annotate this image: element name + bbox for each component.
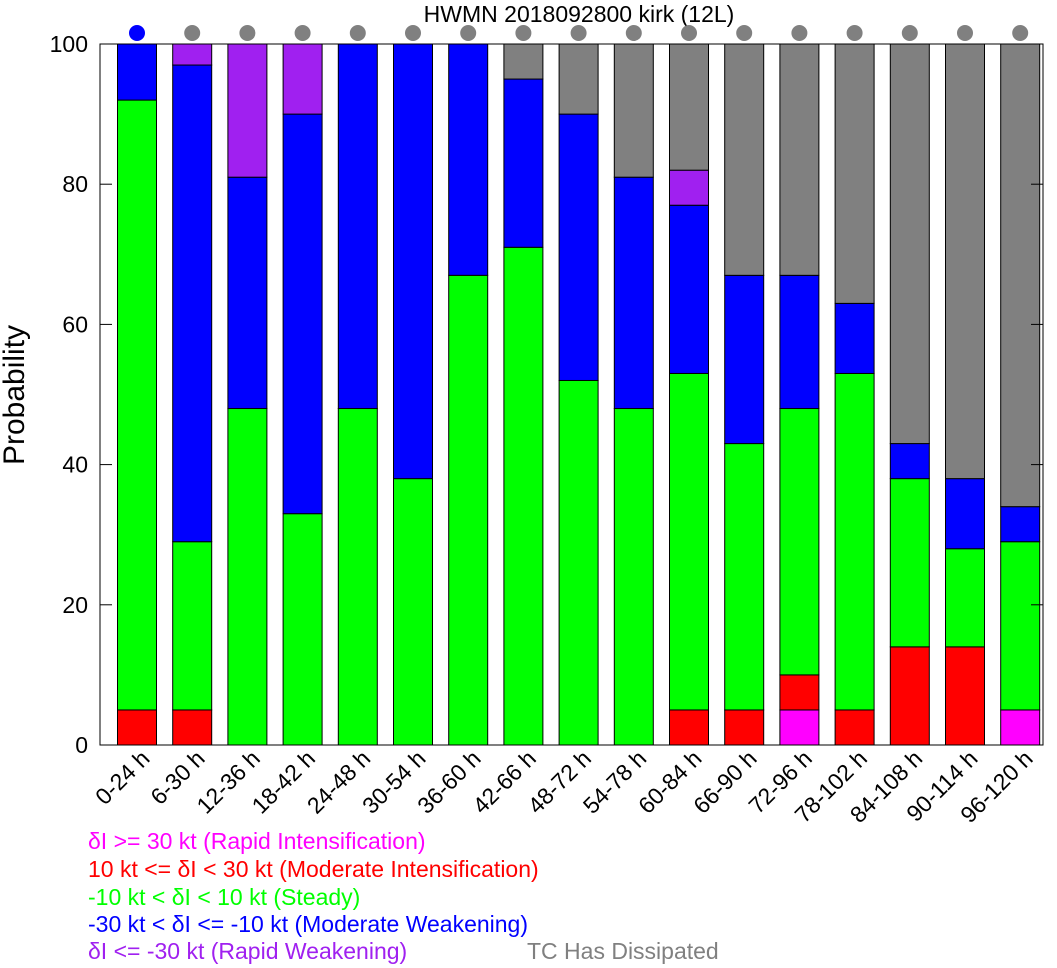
bar-st-18-42h	[282, 513, 323, 746]
y-tick-label: 0	[75, 732, 88, 758]
y-axis-label: Probability	[0, 325, 31, 465]
bar-ds-96-120h	[1000, 43, 1041, 508]
bar-mw-72-96h	[779, 274, 820, 410]
y-tick-label: 40	[62, 452, 88, 478]
bar-mw-84-108h	[889, 443, 930, 480]
bar-mw-18-42h	[282, 113, 323, 515]
bar-st-54-78h	[613, 408, 654, 746]
legend-rapid-intensification: δI >= 30 kt (Rapid Intensification)	[88, 828, 426, 854]
bar-st-96-120h	[1000, 541, 1041, 711]
bar-st-60-84h	[669, 372, 709, 711]
bar-st-84-108h	[889, 478, 930, 648]
bar-mw-0-24h	[117, 43, 157, 101]
bar-rw-18-42h	[282, 43, 323, 115]
indicator-dot-gray	[791, 25, 808, 41]
bar-mi-78-102h	[834, 709, 875, 746]
x-tick-label: 0-24 h	[90, 745, 155, 810]
chart-title: HWMN 2018092800 kirk (12L)	[424, 1, 735, 27]
bar-mi-66-90h	[724, 709, 765, 746]
bar-st-48-72h	[558, 379, 599, 746]
bar-mi-60-84h	[669, 709, 709, 746]
bar-st-90-114h	[945, 548, 985, 648]
bar-ds-54-78h	[613, 43, 654, 178]
indicator-dots	[129, 25, 1029, 41]
legend-moderate-intensification: 10 kt <= δI < 30 kt (Moderate Intensific…	[88, 856, 539, 882]
bar-mw-90-114h	[945, 478, 985, 550]
bar-ds-48-72h	[558, 43, 599, 115]
indicator-dot-gray	[736, 25, 753, 41]
bar-mw-54-78h	[613, 176, 654, 410]
bar-ds-84-108h	[889, 43, 930, 445]
y-ticks: 0 20 40 60 80 100	[50, 31, 1043, 758]
indicator-dot-gray	[570, 25, 587, 41]
bar-mw-60-84h	[669, 204, 709, 374]
plot-frame	[99, 43, 1044, 746]
axes	[99, 43, 1044, 746]
indicator-dot-gray	[349, 25, 366, 41]
bar-st-30-54h	[393, 478, 433, 746]
bar-ds-72-96h	[779, 43, 820, 276]
legend-dissipated: TC Has Dissipated	[527, 938, 719, 964]
bar-st-24-48h	[337, 408, 378, 746]
indicator-dot-gray	[625, 25, 642, 41]
y-tick-label: 80	[62, 171, 88, 197]
bar-st-78-102h	[834, 372, 875, 711]
y-tick-label: 60	[62, 311, 88, 337]
bar-mw-48-72h	[558, 113, 599, 381]
bar-mw-96-120h	[1000, 506, 1041, 543]
bar-mw-42-66h	[503, 78, 544, 248]
bar-mw-6-30h	[172, 64, 213, 543]
bar-st-72-96h	[779, 408, 820, 676]
y-tick-label: 20	[62, 592, 88, 618]
indicator-dot-gray	[515, 25, 532, 41]
bar-rw-12-36h	[227, 43, 268, 178]
bar-rw-6-30h	[172, 43, 213, 66]
bar-mw-30-54h	[393, 43, 433, 480]
bar-st-12-36h	[227, 408, 268, 746]
indicator-dot-gray	[460, 25, 477, 41]
bars	[117, 43, 1041, 746]
bar-ds-60-84h	[669, 43, 709, 171]
bar-mi-72-96h	[779, 674, 820, 711]
indicator-dot-blue	[129, 25, 145, 41]
indicator-dot-gray	[405, 25, 421, 41]
indicator-dot-gray	[681, 25, 697, 41]
bar-ri-96-120h	[1000, 709, 1041, 746]
indicator-dot-gray	[239, 25, 256, 41]
indicator-dot-gray	[901, 25, 918, 41]
bar-st-36-60h	[448, 274, 489, 746]
bar-mi-84-108h	[889, 646, 930, 746]
legend-steady: -10 kt < δI < 10 kt (Steady)	[88, 884, 361, 910]
y-tick-label: 100	[50, 31, 88, 57]
bar-mi-6-30h	[172, 709, 213, 746]
bar-mw-12-36h	[227, 176, 268, 410]
bar-mi-90-114h	[945, 646, 985, 746]
bar-st-66-90h	[724, 443, 765, 711]
bar-st-6-30h	[172, 541, 213, 711]
bar-ds-78-102h	[834, 43, 875, 304]
bar-ds-66-90h	[724, 43, 765, 276]
bar-st-42-66h	[503, 246, 544, 746]
bar-rw-60-84h	[669, 169, 709, 206]
bar-mw-24-48h	[337, 43, 378, 410]
indicator-dot-gray	[957, 25, 973, 41]
bar-mi-0-24h	[117, 709, 157, 746]
bar-ds-42-66h	[503, 43, 544, 80]
bar-mw-66-90h	[724, 274, 765, 445]
bar-st-0-24h	[117, 99, 157, 711]
legend-rapid-weakening: δI <= -30 kt (Rapid Weakening)	[88, 938, 408, 964]
indicator-dot-gray	[294, 25, 311, 41]
bar-mw-78-102h	[834, 302, 875, 374]
indicator-dot-gray	[184, 25, 201, 41]
indicator-dot-gray	[1012, 25, 1029, 41]
bar-ri-72-96h	[779, 709, 820, 746]
bar-ds-90-114h	[945, 43, 985, 480]
x-tick-labels: 0-24 h6-30 h12-36 h18-42 h24-48 h30-54 h…	[90, 745, 1038, 828]
legend-moderate-weakening: -30 kt < δI <= -10 kt (Moderate Weakenin…	[88, 911, 529, 937]
bar-mw-36-60h	[448, 43, 489, 276]
indicator-dot-gray	[846, 25, 863, 41]
